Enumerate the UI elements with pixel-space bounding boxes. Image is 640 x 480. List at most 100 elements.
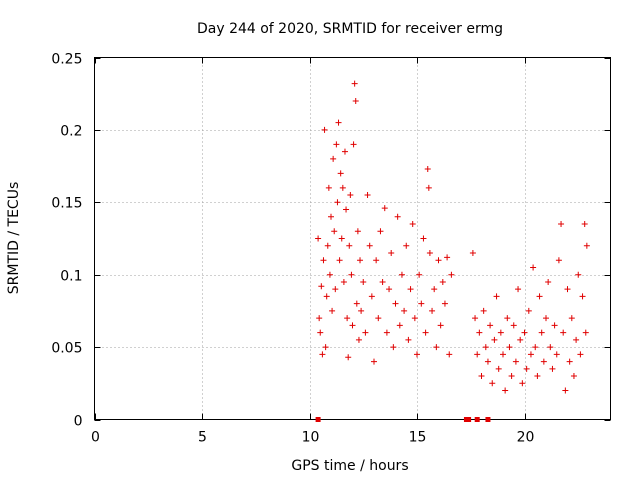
data-point xyxy=(352,97,359,104)
data-point xyxy=(373,257,380,264)
outage-marker xyxy=(466,417,472,422)
y-tick-labels: 0 0.05 0.1 0.15 0.2 0.25 xyxy=(51,52,82,430)
y-tick-label: 0.05 xyxy=(51,341,82,357)
data-point xyxy=(315,235,322,242)
data-point xyxy=(339,184,346,191)
data-point xyxy=(338,235,345,242)
grid-lines xyxy=(94,57,611,420)
data-point xyxy=(437,322,444,329)
data-point xyxy=(321,126,328,133)
data-point xyxy=(398,271,405,278)
data-point xyxy=(325,184,332,191)
data-point xyxy=(386,286,393,293)
data-point xyxy=(517,336,524,343)
data-point xyxy=(407,286,414,293)
x-tick-label: 10 xyxy=(302,430,320,446)
data-point xyxy=(435,257,442,264)
data-point xyxy=(575,271,582,278)
data-point xyxy=(388,249,395,256)
data-point xyxy=(348,271,355,278)
x-axis-label: GPS time / hours xyxy=(291,458,408,474)
outage-markers xyxy=(315,417,491,422)
data-point xyxy=(341,148,348,155)
data-point xyxy=(328,213,334,220)
data-point xyxy=(484,358,491,365)
data-point xyxy=(512,358,519,365)
data-point xyxy=(482,344,489,351)
data-point xyxy=(519,380,526,387)
data-point xyxy=(487,322,494,329)
y-tick-label: 0 xyxy=(74,414,83,430)
data-point xyxy=(564,286,571,293)
y-tick-label: 0.2 xyxy=(60,124,82,140)
data-point xyxy=(377,228,384,235)
data-point xyxy=(346,242,353,249)
data-point xyxy=(334,199,341,206)
data-point xyxy=(538,329,545,336)
data-point xyxy=(547,344,554,351)
data-point xyxy=(570,373,577,380)
data-point xyxy=(534,373,541,380)
data-point xyxy=(360,278,367,285)
data-point xyxy=(480,307,487,314)
data-point xyxy=(420,235,427,242)
x-tick-label: 5 xyxy=(198,430,207,446)
outage-marker xyxy=(474,417,480,422)
data-point xyxy=(318,283,325,290)
data-point xyxy=(333,141,340,148)
data-point xyxy=(577,351,584,358)
y-tick-label: 0.15 xyxy=(51,196,82,212)
data-point xyxy=(396,322,403,329)
data-point xyxy=(508,373,515,380)
data-point xyxy=(364,192,371,199)
axis-ticks xyxy=(94,57,611,421)
data-point xyxy=(568,315,575,322)
data-point xyxy=(429,307,436,314)
outage-marker xyxy=(315,417,321,422)
data-point xyxy=(532,344,539,351)
y-tick-label: 0.25 xyxy=(51,52,82,68)
data-point xyxy=(495,365,502,372)
data-point xyxy=(401,307,408,314)
data-point xyxy=(560,329,567,336)
data-point xyxy=(353,300,360,307)
x-tick-labels: 0 5 10 15 20 xyxy=(91,430,534,446)
data-point xyxy=(368,293,375,300)
data-point xyxy=(431,286,438,293)
data-point xyxy=(551,322,558,329)
data-point xyxy=(409,221,416,228)
outage-marker xyxy=(485,417,491,422)
data-point xyxy=(426,249,433,256)
data-point xyxy=(354,228,361,235)
data-point xyxy=(439,278,446,285)
data-point xyxy=(521,329,528,336)
data-point xyxy=(320,257,327,264)
data-point xyxy=(523,365,530,372)
data-point xyxy=(583,242,590,249)
data-point xyxy=(323,293,330,300)
data-point xyxy=(500,351,506,358)
data-point xyxy=(469,249,476,256)
data-point xyxy=(555,257,562,264)
data-point xyxy=(543,315,549,322)
data-point xyxy=(317,329,324,336)
data-point xyxy=(444,254,451,261)
data-point xyxy=(371,358,377,365)
data-point xyxy=(562,387,569,394)
data-point xyxy=(478,373,485,380)
data-point xyxy=(536,293,543,300)
data-point xyxy=(329,307,336,314)
chart-title: Day 244 of 2020, SRMTID for receiver erm… xyxy=(197,21,503,37)
data-point xyxy=(349,322,356,329)
data-point xyxy=(337,170,344,177)
data-point xyxy=(545,278,552,285)
data-point xyxy=(411,315,418,322)
data-point xyxy=(582,329,589,336)
data-point xyxy=(441,300,448,307)
data-point xyxy=(362,329,369,336)
data-point xyxy=(336,257,343,264)
data-point xyxy=(379,278,386,285)
data-point xyxy=(566,358,573,365)
data-point xyxy=(366,242,373,249)
